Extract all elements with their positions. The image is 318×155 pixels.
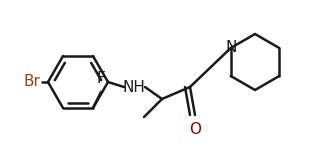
Text: NH: NH (122, 80, 145, 95)
Text: O: O (189, 122, 201, 137)
Text: N: N (225, 40, 237, 55)
Text: F: F (97, 71, 105, 86)
Text: Br: Br (23, 75, 40, 89)
